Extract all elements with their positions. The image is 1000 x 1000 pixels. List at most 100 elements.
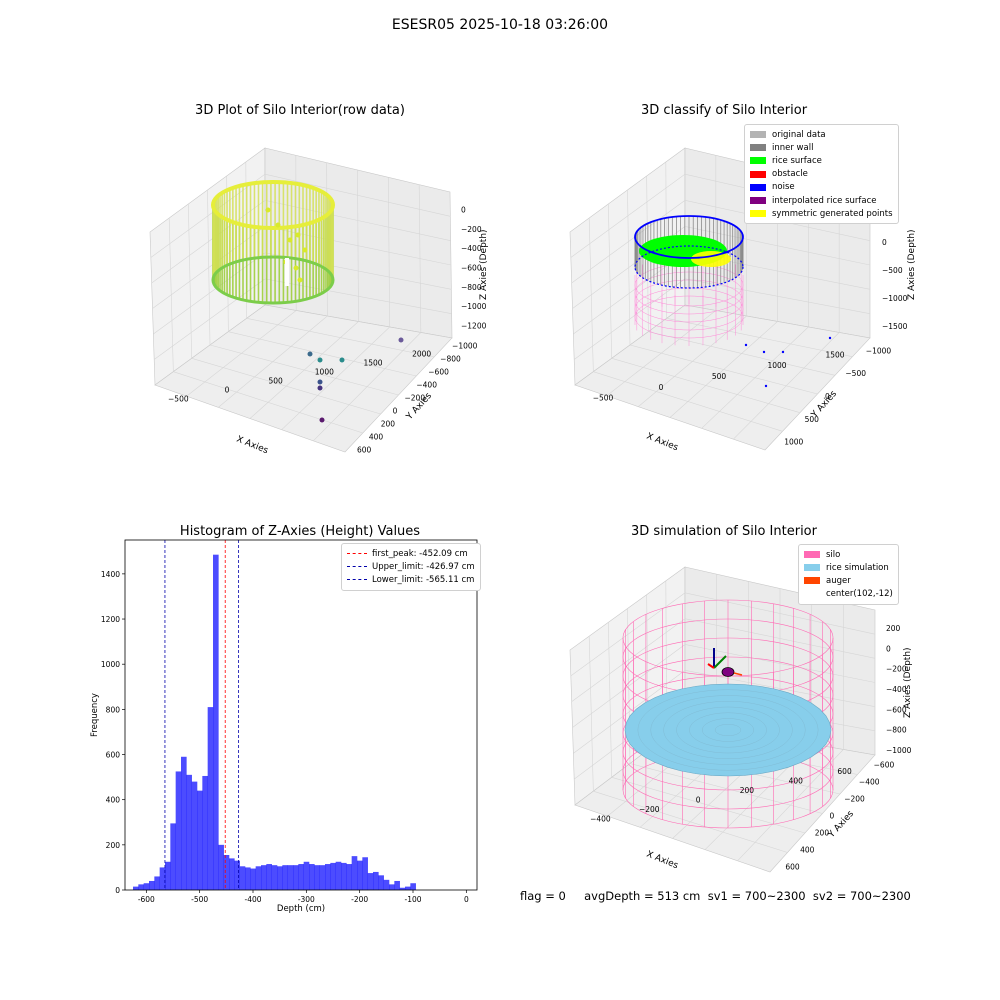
histogram-bar <box>207 707 214 890</box>
x-tick-label: 2000 <box>412 350 431 359</box>
x-tick-label: −200 <box>639 805 660 814</box>
histogram-bar <box>303 861 310 890</box>
bottom-points <box>211 255 335 305</box>
z-tick-label: −800 <box>886 726 907 735</box>
z-tick-label: −400 <box>886 685 907 694</box>
legend-swatch <box>750 210 766 218</box>
legend-swatch <box>750 144 766 152</box>
grid-line <box>666 318 853 357</box>
y-tick-label: −600 <box>428 368 449 377</box>
legend-label: original data <box>772 129 826 140</box>
x-tick-label: 1500 <box>363 359 382 368</box>
y-tick-label: 0 <box>830 812 835 821</box>
histogram-bar <box>229 858 235 890</box>
interior-point <box>265 207 271 213</box>
x-tick-label: -600 <box>138 895 155 904</box>
histogram-bar <box>250 868 256 890</box>
histogram-bar <box>298 864 304 890</box>
y-tick-label: 400 <box>106 796 121 805</box>
rice-grid <box>637 689 819 771</box>
z-tick-label: −1000 <box>886 746 912 755</box>
outlier-point <box>317 379 323 385</box>
x-tick-label: −500 <box>593 394 614 403</box>
y-tick-label: −200 <box>844 795 865 804</box>
histogram-bar <box>357 860 363 890</box>
y-tick-label: 600 <box>106 751 121 760</box>
panel4-legend: silo rice simulation auger center(102,-12) <box>798 544 899 605</box>
status-line: flag = 0 avgDepth = 513 cm sv1 = 700~230… <box>520 889 911 903</box>
panel1-3d-plot: −5000500100015002000−1000−800−600−400−20… <box>149 147 489 456</box>
histogram-bar <box>138 884 144 890</box>
legend-entry: interpolated rice surface <box>750 194 893 207</box>
histogram-bar <box>351 856 358 890</box>
histogram-frame <box>124 539 478 891</box>
noise-point <box>781 350 785 354</box>
histogram-legend: first_peak: -452.09 cm Upper_limit: -426.… <box>341 543 481 591</box>
center-x-arrow <box>707 663 715 669</box>
outlier-point <box>319 417 325 423</box>
histogram-bar <box>181 756 187 890</box>
y-tick-label: 1200 <box>101 615 120 624</box>
interior-point <box>293 265 299 271</box>
histogram-bar <box>309 864 315 890</box>
legend-entry: Upper_limit: -426.97 cm <box>347 560 475 573</box>
histogram-bar <box>293 865 299 890</box>
histogram-bar <box>399 887 406 890</box>
interior-point <box>287 237 293 243</box>
y-tick-label: −400 <box>859 778 880 787</box>
outlier-point <box>398 337 404 343</box>
x-tick-label: −400 <box>590 814 611 823</box>
histogram-bar <box>186 774 192 890</box>
histogram-bar <box>255 866 262 890</box>
y-tick-label: −800 <box>440 355 461 364</box>
rice-simulation-surface <box>624 683 832 777</box>
y-tick-label: −200 <box>405 394 426 403</box>
legend-swatch <box>750 170 766 178</box>
outlier-point <box>317 357 323 363</box>
x-tick-label: 200 <box>740 786 755 795</box>
grid-line <box>168 217 174 372</box>
symmetric-points <box>691 251 731 267</box>
x-tick-label: 500 <box>269 377 284 386</box>
rice-grid <box>689 712 767 748</box>
noise-rim <box>634 215 744 259</box>
rice-grid <box>650 695 806 765</box>
panel4-silo-simulation <box>622 599 834 829</box>
y-tick-label: 500 <box>805 415 820 424</box>
grid-line <box>150 173 451 258</box>
obstacle-gap <box>285 258 289 286</box>
y-tick-label: −500 <box>845 369 866 378</box>
z-tick-label: −200 <box>461 225 482 234</box>
panel1-axes-box <box>149 147 453 453</box>
rice-grid <box>714 724 742 736</box>
histogram-bar <box>346 864 352 890</box>
y-tick-label: 600 <box>357 446 372 455</box>
y-tick-label: −400 <box>416 381 437 390</box>
legend-line <box>347 579 367 581</box>
panel2-legend: original data inner wall rice surface obsta… <box>744 124 899 225</box>
histogram-bar <box>410 883 416 890</box>
histogram-bar <box>245 867 251 890</box>
legend-line <box>347 553 367 555</box>
legend-label: silo <box>826 549 841 560</box>
x-tick-label: -300 <box>298 895 315 904</box>
panel4-x-axis-label: X Axies <box>645 850 680 872</box>
panel1-title: 3D Plot of Silo Interior(row data) <box>195 103 405 118</box>
histogram-bar <box>143 883 150 890</box>
histogram-chart: -600 -500 -400 -300 -200 -100 0 0 200 400 600 800 10… <box>90 539 478 914</box>
histogram-bar <box>378 875 384 890</box>
rim-points <box>211 180 335 230</box>
histogram-bar <box>314 865 320 890</box>
legend-label: Upper_limit: -426.97 cm <box>372 561 475 572</box>
grid-line <box>588 636 594 792</box>
z-tick-label: −1500 <box>882 322 908 331</box>
legend-label: auger <box>826 575 851 586</box>
panel2-z-axis-label: Z Axies (Depth) <box>907 229 917 300</box>
y-tick-label: 400 <box>800 846 815 855</box>
x-tick-label: -200 <box>351 895 368 904</box>
y-tick-label: 200 <box>106 841 121 850</box>
z-tick-label: −1200 <box>461 321 487 330</box>
legend-entry: auger <box>804 574 893 587</box>
grid-line <box>588 217 594 372</box>
panel2-title: 3D classify of Silo Interior <box>640 103 808 118</box>
